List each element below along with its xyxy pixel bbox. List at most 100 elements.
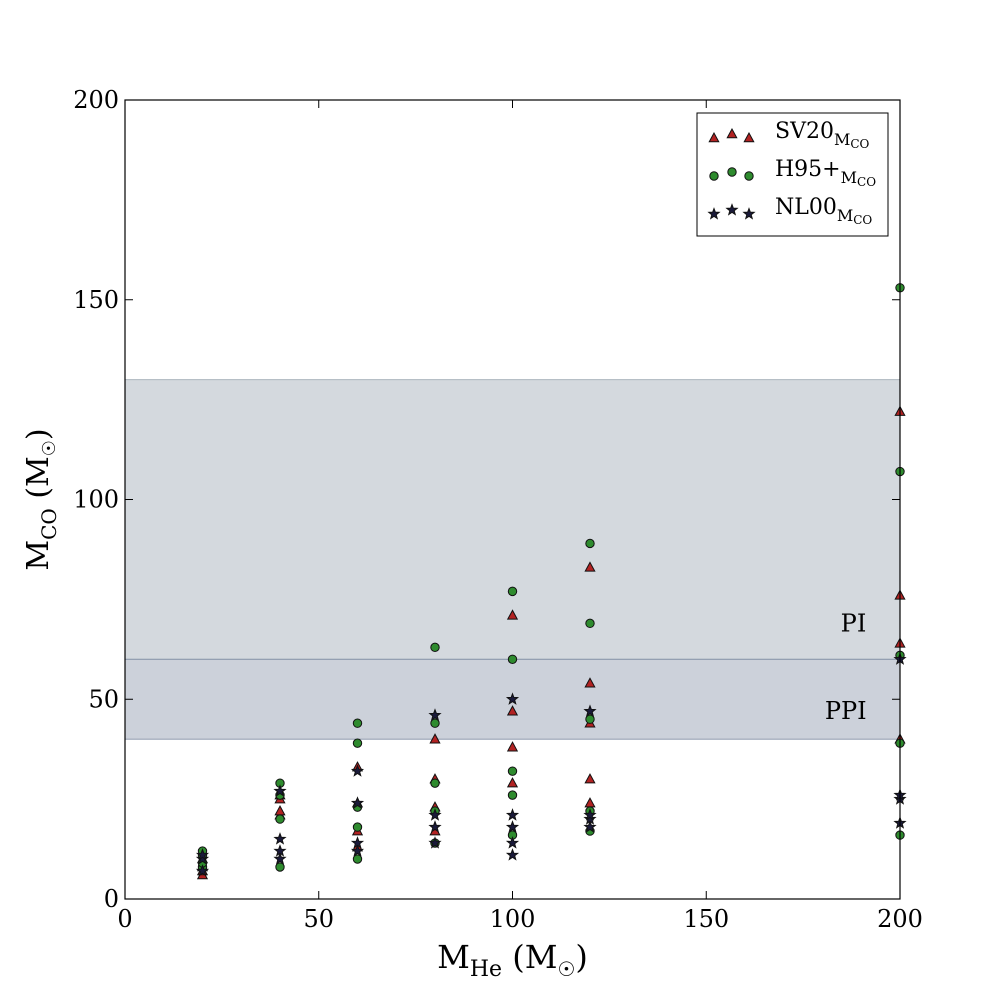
x-axis-label-sub: He bbox=[470, 957, 502, 982]
data-point bbox=[428, 820, 442, 833]
data-point bbox=[584, 677, 596, 688]
series-nl00 bbox=[195, 652, 907, 877]
data-point bbox=[273, 844, 287, 857]
legend-marker bbox=[708, 131, 720, 143]
data-point bbox=[583, 812, 597, 825]
data-point bbox=[583, 808, 597, 821]
data-point bbox=[274, 805, 286, 816]
data-point bbox=[506, 609, 519, 620]
y-axis-label-sub: CO bbox=[37, 508, 61, 540]
legend-marker bbox=[742, 207, 756, 220]
data-point bbox=[505, 692, 520, 705]
data-point bbox=[350, 764, 365, 777]
data-points bbox=[195, 283, 907, 880]
data-point bbox=[195, 864, 210, 877]
y-axis-label-sun: ☉ bbox=[39, 440, 60, 456]
legend-entry-name: NL00 bbox=[775, 195, 837, 220]
legend-entry-subsub: CO bbox=[853, 213, 872, 227]
data-point bbox=[585, 714, 595, 724]
data-point bbox=[428, 836, 442, 849]
data-point bbox=[429, 733, 441, 744]
x-tick-label: 50 bbox=[303, 905, 334, 933]
data-point bbox=[584, 561, 596, 572]
y-axis-label-close: ) bbox=[21, 428, 56, 440]
legend-entry-subsub: CO bbox=[857, 175, 876, 189]
x-tick-label: 200 bbox=[877, 905, 923, 933]
x-axis-label-sun: ☉ bbox=[557, 957, 575, 981]
data-point bbox=[350, 796, 365, 809]
instability-bands bbox=[124, 379, 901, 740]
legend-entry: NL00MCO bbox=[775, 195, 872, 227]
data-point bbox=[352, 738, 363, 748]
data-point bbox=[430, 642, 440, 653]
x-tick-label: 100 bbox=[490, 905, 536, 933]
data-point bbox=[507, 586, 518, 597]
legend-entry-name: H95+ bbox=[775, 157, 841, 182]
data-point bbox=[506, 705, 519, 716]
legend-entry: SV20MCO bbox=[775, 119, 870, 151]
legend-marker bbox=[726, 127, 738, 139]
data-point bbox=[505, 848, 520, 861]
legend-entry: H95+MCO bbox=[775, 157, 876, 189]
data-point bbox=[505, 836, 520, 849]
data-point bbox=[585, 618, 595, 629]
y-axis-label-unit: (M bbox=[21, 456, 56, 508]
y-tick-label: 0 bbox=[104, 885, 119, 913]
legend-marker bbox=[727, 167, 737, 177]
x-tick-label: 0 bbox=[117, 905, 132, 933]
x-axis-label-close: ) bbox=[575, 938, 587, 976]
data-point bbox=[350, 836, 365, 849]
data-point bbox=[428, 708, 442, 721]
data-point bbox=[506, 777, 519, 788]
band-label-ppi: PPI bbox=[825, 697, 867, 725]
data-point bbox=[275, 814, 285, 824]
data-point bbox=[195, 852, 210, 865]
legend-entry-subsub: CO bbox=[850, 137, 869, 151]
data-point bbox=[583, 820, 597, 833]
data-point bbox=[275, 862, 285, 872]
data-point bbox=[507, 766, 518, 776]
legend-marker bbox=[744, 171, 754, 181]
data-point bbox=[507, 790, 518, 800]
data-point bbox=[505, 820, 520, 833]
data-point bbox=[430, 778, 440, 788]
y-axis-label-main: M bbox=[21, 540, 56, 571]
y-tick-label: 100 bbox=[73, 486, 119, 514]
data-point bbox=[352, 718, 363, 728]
band-labels: PI PPI bbox=[825, 609, 867, 725]
y-axis-label: MCO (M☉) bbox=[21, 428, 61, 570]
data-point bbox=[273, 784, 287, 797]
data-point bbox=[583, 704, 597, 717]
legend-marker bbox=[709, 171, 719, 181]
data-point bbox=[352, 822, 363, 832]
y-tick-label: 200 bbox=[73, 86, 119, 114]
y-tick-label: 150 bbox=[73, 286, 119, 314]
legend-marker bbox=[707, 207, 721, 220]
x-axis-label-main: M bbox=[437, 938, 470, 976]
x-axis-label: MHe (M☉) bbox=[437, 938, 588, 982]
data-point bbox=[350, 844, 365, 857]
data-point bbox=[584, 797, 596, 808]
x-tick-label: 150 bbox=[683, 905, 729, 933]
y-tick-label: 50 bbox=[88, 685, 119, 713]
legend-entry-sub: M bbox=[841, 168, 857, 187]
band-label-pi: PI bbox=[841, 609, 867, 637]
legend-marker bbox=[743, 131, 755, 143]
legend-marker bbox=[725, 203, 739, 216]
x-axis-label-unit: (M bbox=[502, 938, 557, 976]
data-point bbox=[505, 808, 520, 821]
data-point bbox=[506, 741, 519, 752]
axis-ticks: 0 50 100 150 200 0 50 100 150 200 bbox=[73, 86, 923, 933]
data-point bbox=[585, 538, 595, 549]
legend-entry-sub: M bbox=[837, 206, 853, 225]
data-point bbox=[273, 852, 287, 865]
data-point bbox=[584, 773, 596, 784]
legend-entry-sub: M bbox=[834, 130, 850, 149]
data-point bbox=[195, 848, 210, 861]
series-h95 bbox=[197, 283, 905, 872]
data-point bbox=[352, 854, 363, 864]
data-point bbox=[507, 654, 518, 664]
legend-entry-name: SV20 bbox=[775, 119, 834, 144]
